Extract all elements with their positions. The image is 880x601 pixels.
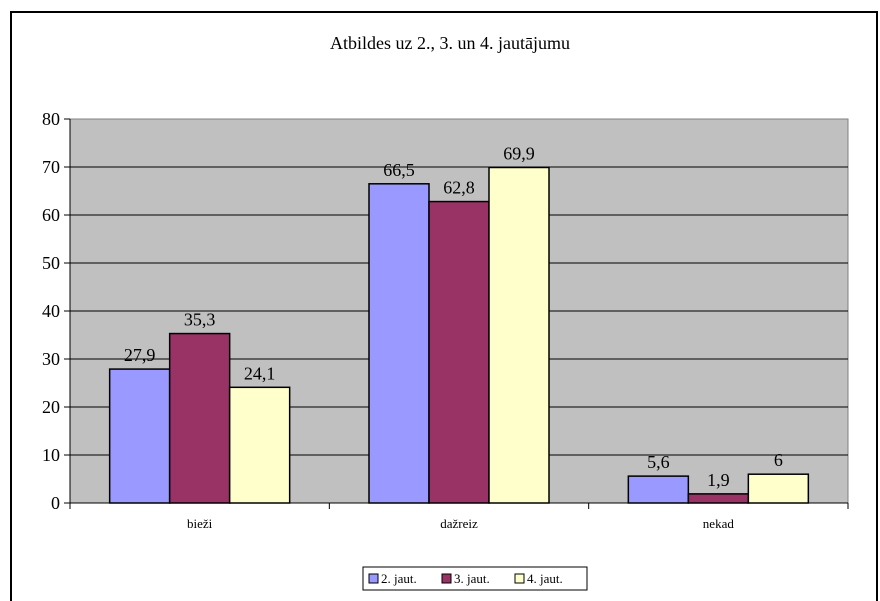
y-tick-label: 10 — [42, 445, 60, 465]
legend-box — [362, 566, 588, 591]
bar — [687, 493, 750, 504]
data-labels-group: 27,9 35,3 24,1 66,5 62,8 69,9 5,6 1,9 6 — [124, 143, 783, 489]
data-label: 27,9 — [124, 345, 156, 365]
x-axis: bieži dažreiz nekad — [69, 502, 849, 531]
data-label: 6 — [774, 450, 783, 470]
x-tick-label: bieži — [187, 516, 213, 531]
x-tick-label: dažreiz — [440, 516, 478, 531]
y-tick-label: 80 — [42, 109, 60, 129]
y-tick-label: 30 — [42, 349, 60, 369]
y-axis: 0 10 20 30 40 50 60 70 80 — [42, 109, 71, 513]
bar — [428, 200, 490, 504]
data-label: 62,8 — [443, 178, 475, 198]
legend-swatch — [368, 573, 379, 584]
data-label: 24,1 — [244, 363, 276, 383]
bar — [168, 332, 231, 504]
y-tick-label: 20 — [42, 397, 60, 417]
legend: 2. jaut. 3. jaut. 4. jaut. — [362, 566, 588, 591]
bar — [228, 386, 291, 504]
legend-label: 2. jaut. — [381, 571, 417, 586]
data-label: 5,6 — [647, 452, 670, 472]
data-label: 66,5 — [383, 160, 415, 180]
x-tick-label: nekad — [703, 516, 735, 531]
legend-swatch — [441, 573, 452, 584]
y-tick-label: 70 — [42, 157, 60, 177]
legend-label: 4. jaut. — [527, 571, 563, 586]
data-label: 1,9 — [707, 470, 730, 490]
bar — [747, 473, 810, 504]
chart-title: Atbildes uz 2., 3. un 4. jautājumu — [330, 33, 570, 53]
y-tick-label: 60 — [42, 205, 60, 225]
bar — [108, 368, 171, 504]
legend-swatch — [514, 573, 525, 584]
bar — [627, 475, 690, 504]
bar — [368, 183, 430, 504]
y-tick-label: 50 — [42, 253, 60, 273]
y-tick-label: 0 — [51, 493, 60, 513]
data-label: 69,9 — [503, 143, 535, 163]
data-label: 35,3 — [184, 310, 216, 330]
bar — [488, 166, 550, 504]
legend-label: 3. jaut. — [454, 571, 490, 586]
bars-group — [108, 166, 810, 504]
y-tick-label: 40 — [42, 301, 60, 321]
